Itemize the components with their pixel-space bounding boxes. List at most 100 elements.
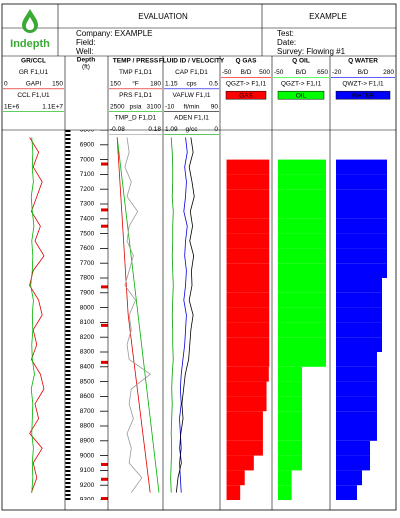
depth-tick-label: 9300 <box>80 497 95 504</box>
depth-tick-label: 9200 <box>80 482 95 489</box>
scale-label: 500 <box>259 69 270 76</box>
flow-bar <box>278 278 326 293</box>
curve <box>29 137 45 493</box>
flow-bar <box>226 426 263 441</box>
flow-bar <box>336 396 377 412</box>
curve-name: CCL F1,U1 <box>17 92 50 99</box>
depth-tick-label: 7900 <box>80 290 95 297</box>
flow-bar <box>278 204 326 219</box>
flow-bar <box>336 411 377 426</box>
depth-tick-label: 7600 <box>80 245 95 252</box>
depth-tick-label: 8000 <box>80 304 95 311</box>
survey: Survey: Flowing #1 <box>277 47 346 56</box>
depth-tick-label: 8500 <box>80 378 95 385</box>
flow-bar <box>278 174 326 190</box>
flow-bar <box>336 337 382 352</box>
flow-bar <box>336 485 357 500</box>
legend-box <box>335 90 391 100</box>
track-title: TEMP / PRESS <box>113 58 159 65</box>
flow-bar <box>278 248 326 264</box>
flow-bar <box>278 470 292 486</box>
flow-bar <box>336 233 387 249</box>
flow-bar <box>226 396 267 412</box>
perforation-marker <box>101 462 108 466</box>
track-title: FLUID ID / VELOCITY <box>159 58 225 65</box>
track-title: Q OIL <box>292 58 310 65</box>
scale-label: 280 <box>383 69 394 76</box>
flow-bar <box>226 485 241 500</box>
flow-bar <box>336 218 387 234</box>
curve <box>175 137 195 493</box>
scale-unit: psia <box>130 103 142 110</box>
flow-bar <box>336 440 370 456</box>
curve <box>124 137 151 493</box>
depth-tick-label: 8600 <box>80 393 95 400</box>
depth-tick-label: 6800 <box>80 127 95 134</box>
flow-bar <box>226 470 245 486</box>
perforation-marker <box>101 477 108 481</box>
curve <box>30 137 35 493</box>
flow-bar <box>278 440 302 456</box>
flow-bar <box>226 322 270 338</box>
flow-bar <box>278 455 302 471</box>
curve <box>179 137 188 493</box>
depth-tick-label: 8900 <box>80 438 95 445</box>
flow-bar <box>336 352 377 367</box>
flow-bar <box>336 426 377 441</box>
scale-label: 0 <box>214 126 218 133</box>
curve <box>116 137 151 493</box>
scale-unit: B/D <box>296 69 307 76</box>
legend-box <box>225 90 267 100</box>
curve-name: VAFLW F1,I1 <box>172 92 210 99</box>
scale-label: 180 <box>150 81 161 88</box>
legend-label: WATER <box>352 92 375 99</box>
scale-label: 0.5 <box>209 81 218 88</box>
curve-name: QWZT-> F1,I1 <box>342 81 384 88</box>
curve-name: GR F1,U1 <box>19 69 49 76</box>
flow-bar <box>226 218 270 234</box>
title-right: EXAMPLE <box>309 12 347 21</box>
frame <box>1 3 397 511</box>
perforation-marker <box>101 224 108 228</box>
flow-bar <box>226 263 270 278</box>
track-title: Q GAS <box>236 58 258 65</box>
depth-tick-label: 8700 <box>80 408 95 415</box>
curve <box>116 137 160 493</box>
flow-bar <box>226 352 270 367</box>
flow-bar <box>278 159 326 175</box>
depth-tick-label: 7000 <box>80 156 95 163</box>
scale-label: -0.08 <box>110 126 125 133</box>
flow-bar <box>278 426 302 441</box>
scale-label: 90 <box>211 103 219 110</box>
flow-bar <box>336 381 377 397</box>
flow-bar <box>278 189 326 204</box>
flow-bar <box>226 440 263 456</box>
depth-tick-label: 7700 <box>80 260 95 267</box>
legend-box <box>277 90 325 100</box>
flow-bar <box>336 204 387 219</box>
logo-drop-inner <box>26 17 34 30</box>
scale-label: 150 <box>110 81 121 88</box>
flow-bar <box>226 381 267 397</box>
flow-bar <box>278 263 326 278</box>
flow-bar <box>336 470 362 486</box>
scale-label: 0 <box>4 81 8 88</box>
well: Well: <box>76 47 94 56</box>
scale-label: 1.15 <box>165 81 178 88</box>
curve <box>170 137 174 493</box>
scale-label: 650 <box>317 69 328 76</box>
flow-bar <box>336 322 382 338</box>
perforation-marker <box>101 162 108 166</box>
perforation-marker <box>101 208 108 212</box>
flow-bar <box>278 411 302 426</box>
flow-bar <box>226 307 270 323</box>
scale-label: 0.18 <box>148 126 161 133</box>
flow-bar <box>336 307 382 323</box>
flow-bar <box>336 174 387 190</box>
flow-bar <box>336 189 387 204</box>
scale-label: 1.1E+7 <box>42 103 63 110</box>
flow-bar <box>226 248 270 264</box>
flow-bar <box>226 174 270 190</box>
scale-unit: °F <box>132 80 139 88</box>
